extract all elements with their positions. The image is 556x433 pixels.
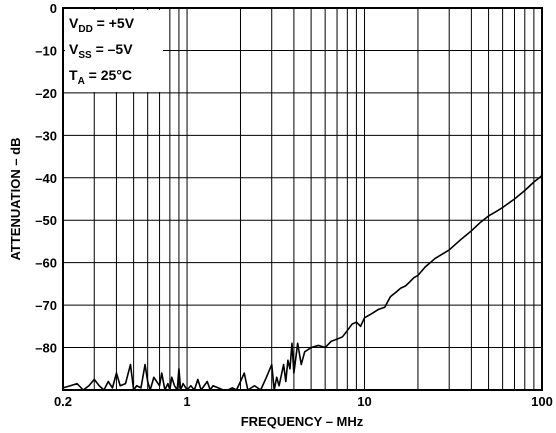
conditions-annotation: VDD = +5V VSS = –5V TA = 25°C	[65, 10, 163, 92]
annotation-line-0: VDD = +5V	[69, 15, 135, 35]
annotation-line-2: TA = 25°C	[69, 67, 132, 87]
x-axis-label: FREQUENCY – MHz	[241, 414, 364, 429]
annotation-line-1: VSS = –5V	[69, 41, 133, 61]
y-tick-label-4: –40	[35, 171, 57, 186]
y-tick-label-0: 0	[50, 1, 57, 16]
y-tick-label-6: –60	[35, 256, 57, 271]
y-tick-label-7: –70	[35, 298, 57, 313]
x-tick-label-1: 1	[183, 394, 190, 409]
plot-frame	[62, 7, 543, 391]
y-tick-label-8: –80	[35, 341, 57, 356]
y-axis-label: ATTENUATION – dB	[8, 137, 23, 260]
series-layer	[62, 175, 543, 391]
y-tick-label-5: –50	[35, 213, 57, 228]
x-tick-label-0: 0.2	[54, 394, 72, 409]
x-tick-labels: 0.2 1 10 100	[54, 394, 553, 409]
y-tick-labels: 0 –10 –20 –30 –40 –50 –60 –70 –80	[35, 1, 57, 356]
y-tick-label-3: –30	[35, 128, 57, 143]
y-tick-label-2: –20	[35, 86, 57, 101]
series-line-0	[62, 175, 543, 391]
y-tick-label-1: –10	[35, 43, 57, 58]
annotation-background	[65, 10, 163, 92]
x-tick-label-3: 100	[531, 394, 553, 409]
x-tick-label-2: 10	[357, 394, 371, 409]
